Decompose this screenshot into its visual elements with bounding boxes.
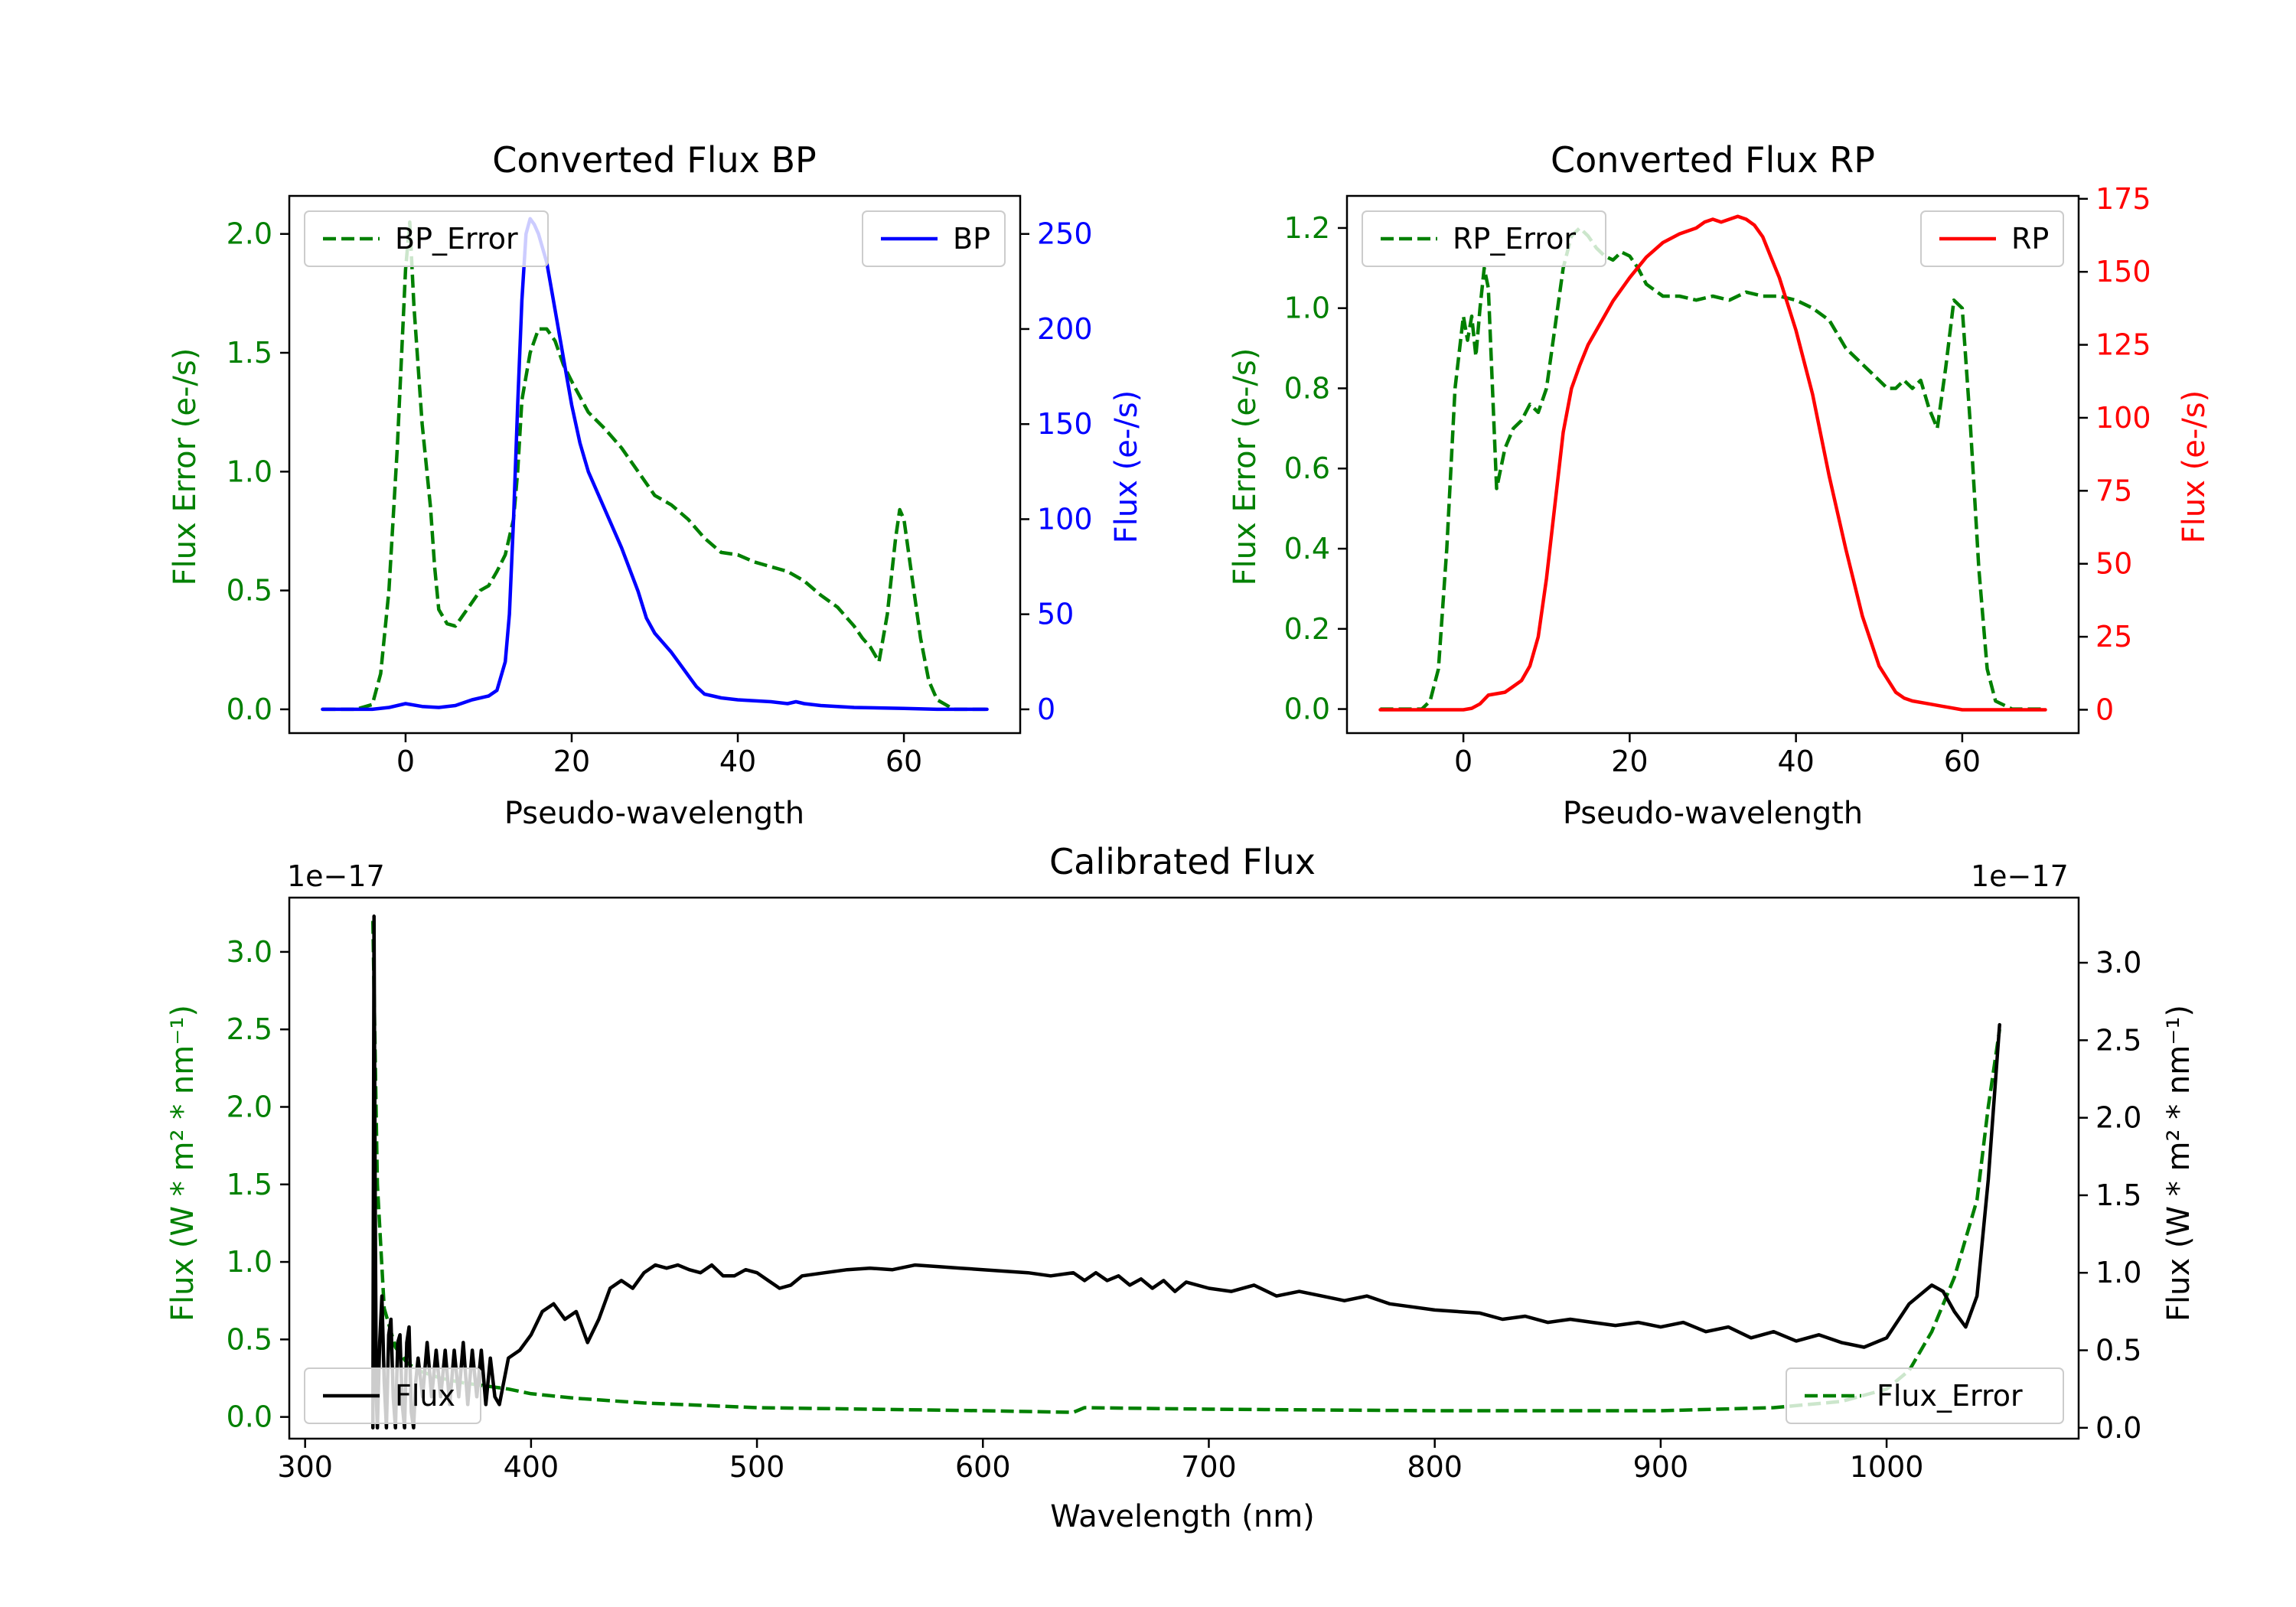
bp-x-axis-label: Pseudo-wavelength bbox=[504, 796, 804, 831]
rp-x-tick-label: 60 bbox=[1944, 745, 1981, 778]
cal-legend-label: Flux bbox=[395, 1379, 455, 1413]
bp-right-y-tick-label: 150 bbox=[1037, 407, 1093, 441]
cal-left-axis-label: Flux (W * m² * nm⁻¹) bbox=[165, 1005, 201, 1322]
bp-left-y-tick-label: 0.0 bbox=[227, 693, 272, 726]
cal-x-tick-label: 600 bbox=[955, 1450, 1011, 1484]
bp-left-y-tick-label: 1.0 bbox=[227, 455, 272, 488]
bp-x-tick-label: 60 bbox=[885, 745, 922, 778]
rp-right-y-tick-label: 175 bbox=[2095, 182, 2151, 216]
cal-left-y-tick-label: 1.5 bbox=[227, 1168, 272, 1201]
bp-series-lines bbox=[321, 217, 989, 712]
bp-x-tick-label: 0 bbox=[396, 745, 415, 778]
cal-right-y-tick-label: 0.5 bbox=[2095, 1334, 2141, 1367]
cal-right-axis-label: Flux (W * m² * nm⁻¹) bbox=[2161, 1005, 2197, 1322]
rp-x-tick-label: 40 bbox=[1777, 745, 1814, 778]
cal-left-y-tick-label: 1.0 bbox=[227, 1245, 272, 1279]
cal-x-tick-label: 800 bbox=[1407, 1450, 1463, 1484]
cal-title: Calibrated Flux bbox=[1049, 841, 1316, 882]
rp-left-axis-label: Flux Error (e-/s) bbox=[1228, 348, 1263, 586]
cal-right-y-tick-label: 1.5 bbox=[2095, 1178, 2141, 1212]
rp-legend-label: RP bbox=[2011, 222, 2049, 256]
cal-legend-label: Flux_Error bbox=[1877, 1379, 2023, 1413]
rp-right-y-tick-label: 125 bbox=[2095, 328, 2151, 362]
rp-right-y-tick-label: 50 bbox=[2095, 547, 2132, 581]
cal-x-tick-label: 1000 bbox=[1850, 1450, 1924, 1484]
rp-legend-label: RP_Error bbox=[1453, 222, 1576, 256]
rp-left-y-tick-label: 0.6 bbox=[1284, 451, 1330, 485]
calibrated-panel: Calibrated Flux 1e−17 1e−17 300 400 500 600… bbox=[165, 841, 2197, 1534]
bp-right-y-tick-label: 200 bbox=[1037, 312, 1093, 346]
rp-series-rp-line bbox=[1378, 214, 2047, 712]
bp-legend-bp: BP bbox=[862, 210, 1006, 267]
bp-left-y-tick-label: 0.5 bbox=[227, 574, 272, 608]
bp-right-y-tick-label: 250 bbox=[1037, 217, 1093, 251]
cal-series-flux-error-line bbox=[370, 921, 2001, 1414]
bp-right-y-tick-label: 100 bbox=[1037, 502, 1093, 536]
rp-left-y-tick-label: 1.0 bbox=[1284, 292, 1330, 325]
bp-x-tick-label: 20 bbox=[553, 745, 590, 778]
cal-left-y-tick-label: 2.0 bbox=[227, 1090, 272, 1123]
rp-x-tick-label: 20 bbox=[1611, 745, 1648, 778]
bp-panel: Converted Flux BP 0 20 40 60 0.0 0.5 1.0 1.5 2.0… bbox=[168, 139, 1144, 831]
cal-axes-frame bbox=[288, 896, 2080, 1440]
rp-series-lines bbox=[1378, 214, 2047, 712]
bp-legend-bp-error: BP_Error bbox=[304, 210, 549, 267]
cal-x-tick-label: 900 bbox=[1633, 1450, 1689, 1484]
bp-legend-label: BP_Error bbox=[395, 222, 518, 256]
bp-series-bp-line bbox=[321, 217, 989, 712]
bp-axes-frame bbox=[288, 194, 1022, 735]
rp-right-y-tick-label: 150 bbox=[2095, 255, 2151, 288]
cal-x-axis-label: Wavelength (nm) bbox=[1050, 1499, 1315, 1534]
rp-left-y-tick-label: 0.0 bbox=[1284, 693, 1330, 726]
cal-legend-flux: Flux bbox=[304, 1367, 481, 1424]
cal-right-y-tick-label: 3.0 bbox=[2095, 946, 2141, 980]
cal-right-y-tick-label: 2.5 bbox=[2095, 1023, 2141, 1057]
cal-legend-flux-error: Flux_Error bbox=[1786, 1367, 2064, 1424]
cal-left-y-tick-label: 0.0 bbox=[227, 1400, 272, 1434]
cal-right-y-tick-label: 1.0 bbox=[2095, 1256, 2141, 1289]
rp-x-axis-label: Pseudo-wavelength bbox=[1563, 796, 1863, 831]
bp-right-y-tick-label: 0 bbox=[1037, 693, 1055, 726]
rp-right-y-tick-label: 100 bbox=[2095, 401, 2151, 435]
cal-x-tick-label: 500 bbox=[729, 1450, 785, 1484]
rp-right-axis-label: Flux (e-/s) bbox=[2177, 390, 2212, 543]
bp-left-axis-label: Flux Error (e-/s) bbox=[168, 348, 203, 586]
bp-left-y-tick-label: 2.0 bbox=[227, 217, 272, 251]
rp-left-y-tick-label: 0.8 bbox=[1284, 371, 1330, 405]
rp-legend-rp-error: RP_Error bbox=[1362, 210, 1606, 267]
cal-x-tick-label: 300 bbox=[277, 1450, 333, 1484]
rp-left-y-tick-label: 1.2 bbox=[1284, 211, 1330, 245]
cal-x-tick-label: 400 bbox=[504, 1450, 559, 1484]
bp-x-tick-label: 40 bbox=[719, 745, 756, 778]
cal-x-tick-label: 700 bbox=[1181, 1450, 1237, 1484]
bp-title: Converted Flux BP bbox=[492, 139, 817, 181]
rp-right-y-tick-label: 75 bbox=[2095, 474, 2132, 507]
rp-axes-frame bbox=[1345, 194, 2080, 735]
bp-legend-label: BP bbox=[953, 222, 990, 256]
cal-legend-box bbox=[1786, 1367, 2064, 1424]
bp-legend-box bbox=[304, 210, 549, 267]
bp-left-y-tick-label: 1.5 bbox=[227, 336, 272, 370]
rp-left-y-tick-label: 0.2 bbox=[1284, 612, 1330, 646]
cal-left-y-tick-label: 3.0 bbox=[227, 935, 272, 969]
cal-right-y-tick-label: 2.0 bbox=[2095, 1101, 2141, 1135]
bp-series-bp-error-line bbox=[322, 220, 987, 712]
rp-legend-rp: RP bbox=[1920, 210, 2064, 267]
cal-left-offset-text: 1e−17 bbox=[287, 859, 385, 893]
cal-legend-box bbox=[304, 1367, 481, 1424]
bp-right-y-tick-label: 50 bbox=[1037, 598, 1074, 631]
cal-left-y-tick-label: 0.5 bbox=[227, 1322, 272, 1356]
rp-panel: Converted Flux RP 0 20 40 60 0.0 0.2 0.4 0.6 0.8… bbox=[1228, 139, 2212, 831]
cal-right-offset-text: 1e−17 bbox=[1971, 859, 2069, 893]
cal-right-y-tick-label: 0.0 bbox=[2095, 1411, 2141, 1445]
rp-legend-box bbox=[1362, 210, 1606, 267]
rp-right-y-tick-label: 25 bbox=[2095, 620, 2132, 654]
rp-title: Converted Flux RP bbox=[1551, 139, 1875, 181]
rp-left-y-tick-label: 0.4 bbox=[1284, 532, 1330, 566]
bp-right-axis-label: Flux (e-/s) bbox=[1109, 390, 1144, 543]
rp-right-y-tick-label: 0 bbox=[2095, 693, 2114, 726]
cal-left-y-tick-label: 2.5 bbox=[227, 1012, 272, 1046]
rp-x-tick-label: 0 bbox=[1454, 745, 1473, 778]
